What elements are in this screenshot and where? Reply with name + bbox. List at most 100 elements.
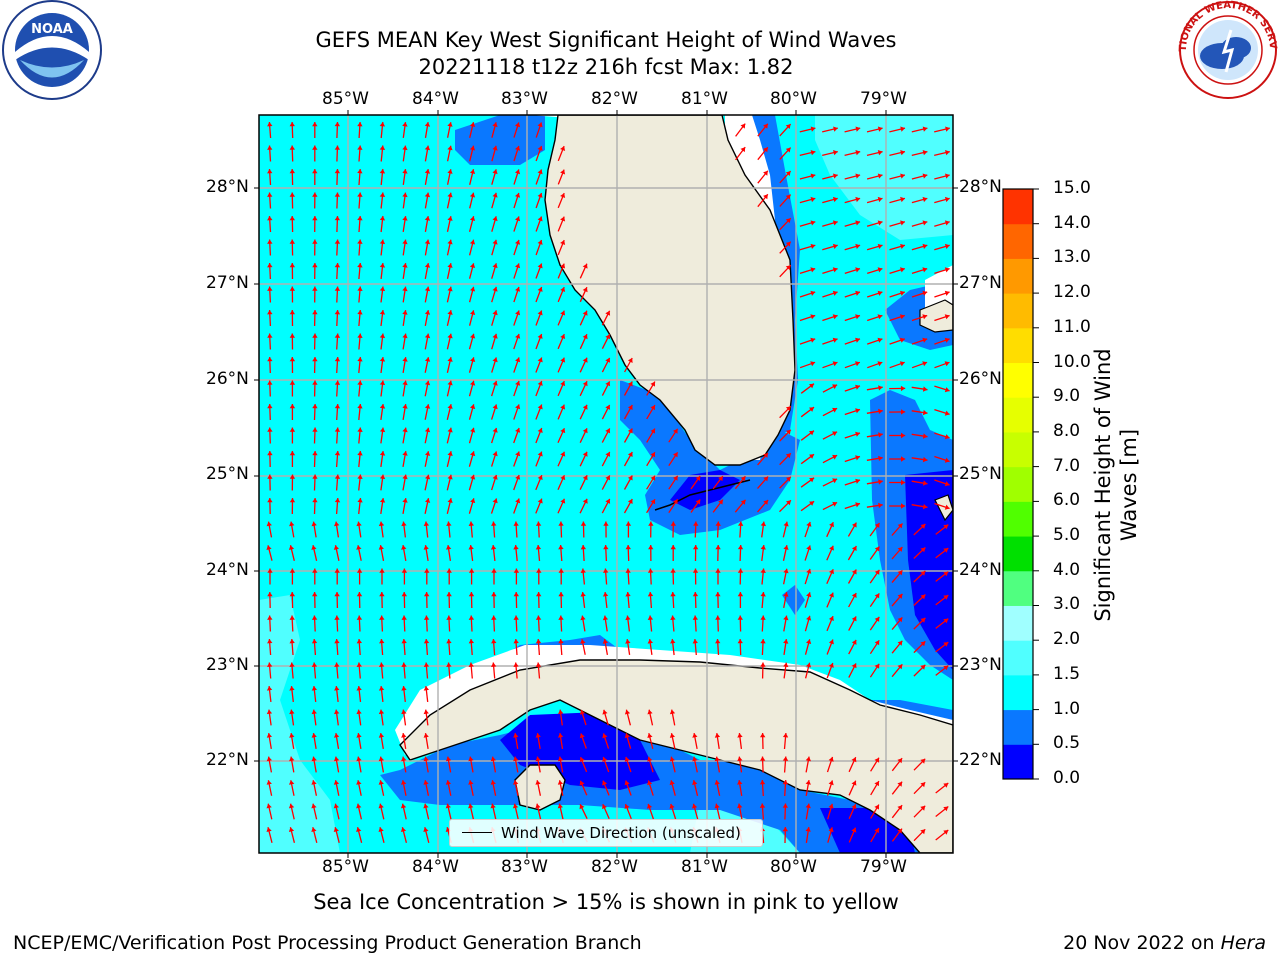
wind-arrow-head: [447, 239, 453, 245]
wind-arrow-head: [580, 639, 586, 644]
wind-arrow-head: [832, 478, 838, 484]
wind-arrow-head: [513, 521, 519, 526]
wind-arrow-head: [515, 239, 521, 245]
wind-arrow-head: [266, 686, 273, 691]
wind-arrow-head: [899, 337, 905, 343]
wind-arrow-head: [289, 239, 295, 244]
wind-arrow-head: [557, 780, 564, 785]
wind-arrow-head: [580, 568, 586, 573]
wind-arrow-head: [763, 500, 769, 505]
wind-arrow-head: [311, 639, 318, 644]
wind-arrow-head: [763, 147, 768, 153]
colorbar-swatch: [1003, 536, 1033, 572]
wind-arrow-head: [900, 150, 905, 156]
wind-arrow-head: [490, 780, 496, 785]
wind-arrow-head: [855, 314, 860, 320]
wind-arrow-head: [806, 521, 812, 527]
wind-arrow-head: [602, 780, 608, 786]
wind-arrow-head: [922, 386, 928, 392]
wind-arrow-head: [470, 310, 476, 315]
wind-arrow-head: [379, 451, 386, 456]
wind-arrow-head: [582, 498, 588, 504]
wind-arrow-head: [579, 804, 585, 810]
wind-arrow-head: [897, 547, 903, 552]
wind-arrow-head: [447, 357, 453, 362]
wind-arrow-head: [851, 663, 857, 669]
wind-arrow-head: [785, 241, 791, 247]
wind-arrow-head: [311, 662, 318, 667]
wind-arrow-head: [828, 803, 834, 809]
wind-arrow-head: [582, 428, 588, 434]
wind-arrow-head: [922, 243, 928, 249]
colorbar-tick-label: 4.0: [1053, 559, 1081, 580]
wind-arrow-head: [333, 780, 340, 785]
land-bahamas: [919, 299, 953, 333]
lon-tick-top-82: 82°W: [591, 89, 638, 109]
wind-arrow-head: [535, 615, 542, 620]
wind-arrow-head: [469, 145, 476, 151]
wind-arrow-head: [920, 571, 926, 576]
wind-arrow-head: [470, 357, 476, 362]
wind-arrow-head: [311, 709, 317, 715]
wind-arrow-head: [289, 474, 296, 479]
wind-arrow-head: [782, 780, 789, 785]
wind-arrow-head: [402, 263, 408, 268]
wind-arrow-head: [605, 475, 611, 481]
wind-arrow-head: [897, 617, 903, 623]
wind-arrow-head: [312, 263, 318, 268]
wind-arrow-head: [878, 432, 883, 438]
wind-arrow-head: [357, 145, 363, 150]
wind-arrow-head: [715, 592, 721, 597]
wind-arrow-head: [267, 169, 273, 174]
wind-arrow-head: [423, 780, 429, 785]
wind-arrow-head: [832, 407, 838, 413]
wind-arrow-head: [468, 662, 474, 667]
wind-arrow-head: [833, 150, 838, 156]
wind-arrow-head: [670, 521, 676, 526]
wind-arrow-head: [603, 521, 609, 526]
colorbar-tick-label: 14.0: [1053, 212, 1091, 233]
lat-tick-right-24: 24°N: [959, 560, 1002, 580]
wind-arrow-head: [920, 547, 926, 553]
colorbar-swatch: [1003, 744, 1033, 780]
wind-arrow-head: [718, 476, 723, 482]
wind-arrow-head: [379, 122, 385, 127]
wind-arrow-head: [289, 357, 296, 362]
wind-arrow-head: [786, 500, 791, 506]
wind-arrow-head: [289, 380, 296, 385]
wind-arrow-head: [513, 545, 519, 550]
wind-arrow-head: [357, 286, 363, 291]
wind-arrow-head: [855, 384, 860, 390]
wind-arrow-head: [446, 639, 452, 644]
wind-arrow-head: [832, 267, 838, 273]
wind-arrow-head: [491, 639, 497, 644]
wind-arrow-head: [402, 145, 408, 151]
wind-arrow-head: [922, 504, 928, 510]
wind-arrow-head: [470, 380, 476, 386]
wind-arrow-head: [400, 827, 407, 832]
wind-arrow-head: [627, 405, 633, 410]
wind-arrow-head: [267, 474, 273, 479]
wind-arrow-head: [490, 803, 496, 809]
wind-arrow-head: [288, 827, 295, 832]
wind-arrow-head: [673, 499, 678, 505]
wind-arrow-head: [468, 756, 474, 762]
wind-arrow-head: [356, 733, 362, 738]
wind-arrow-head: [558, 592, 564, 597]
wind-arrow-head: [357, 310, 363, 315]
wind-arrow-head: [852, 522, 857, 528]
wind-arrow-head: [944, 290, 950, 296]
wind-arrow-head: [627, 381, 633, 387]
wind-arrow-head: [425, 498, 431, 503]
wind-arrow-head: [267, 592, 273, 597]
wind-arrow-head: [469, 169, 476, 174]
wind-arrow-head: [312, 498, 318, 503]
wind-arrow-head: [447, 192, 453, 198]
wind-arrow-head: [944, 220, 950, 226]
wind-arrow-head: [670, 592, 676, 597]
wind-arrow-head: [312, 216, 318, 221]
wind-arrow-head: [379, 192, 386, 197]
wind-arrow-head: [289, 639, 295, 644]
lat-tick-right-22: 22°N: [959, 750, 1002, 770]
